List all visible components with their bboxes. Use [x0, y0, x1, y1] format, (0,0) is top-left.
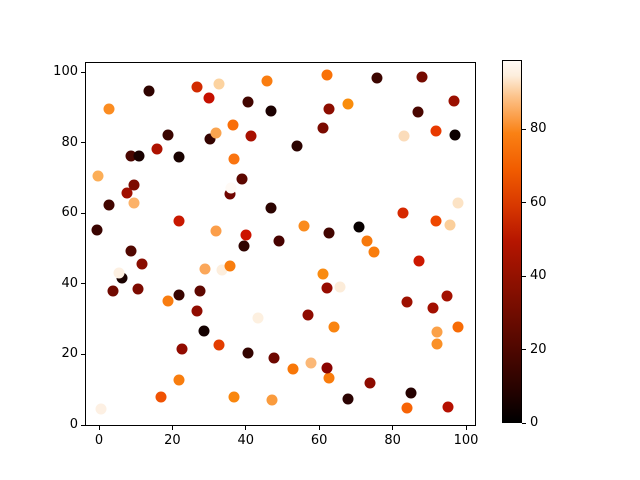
x-tick-label: 20 [164, 433, 181, 448]
colorbar-tick-mark [522, 202, 526, 203]
x-tick-label: 80 [384, 433, 401, 448]
plot-area [85, 62, 476, 426]
y-tick-label: 20 [61, 346, 78, 362]
x-tick-mark [98, 426, 100, 430]
x-tick-label: 0 [94, 433, 104, 448]
colorbar-tick-label: 0 [530, 415, 539, 430]
x-tick-mark [245, 426, 247, 430]
colorbar-tick-label: 20 [530, 341, 547, 357]
y-tick-label: 100 [53, 64, 78, 79]
x-tick-mark [171, 426, 173, 430]
y-tick-label: 40 [61, 275, 78, 291]
colorbar-tick-mark [522, 422, 526, 424]
x-tick-mark [392, 426, 394, 430]
y-tick-label: 0 [69, 417, 78, 432]
x-tick-label: 40 [237, 433, 255, 448]
y-tick-label: 80 [61, 134, 78, 150]
y-tick-label: 60 [61, 205, 78, 221]
x-tick-label: 60 [310, 433, 328, 448]
x-tick-label: 100 [453, 433, 479, 448]
colorbar-tick-label: 60 [530, 194, 547, 210]
colorbar [502, 60, 522, 423]
colorbar-tick-mark [522, 275, 526, 277]
colorbar-tick-label: 40 [530, 268, 547, 283]
colorbar-tick-mark [522, 128, 526, 130]
colorbar-tick-label: 80 [530, 121, 547, 136]
x-tick-mark [318, 426, 320, 430]
colorbar-tick-mark [522, 349, 526, 350]
x-tick-mark [465, 426, 467, 430]
